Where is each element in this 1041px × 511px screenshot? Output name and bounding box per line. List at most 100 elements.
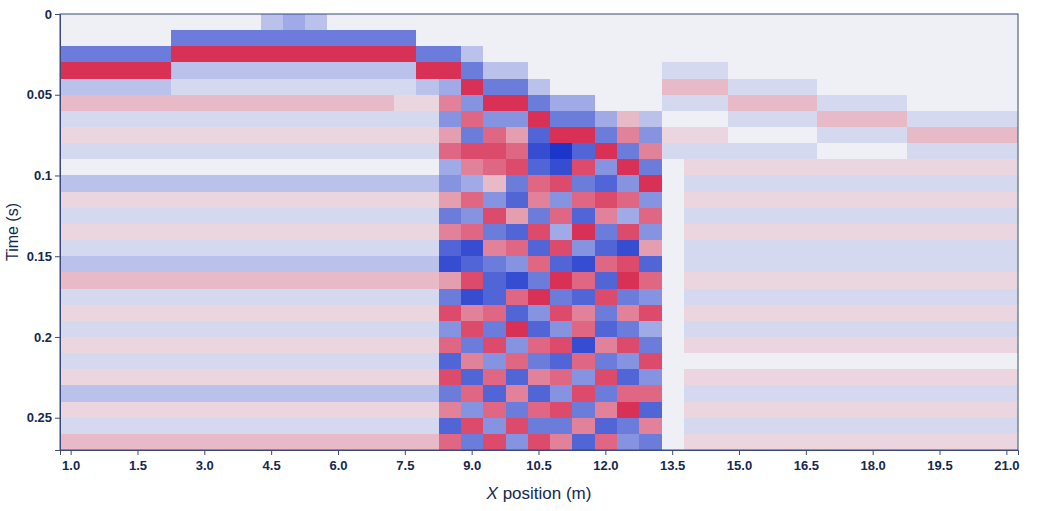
heatmap-cell [127,159,150,176]
heatmap-cell [439,434,462,450]
heatmap-cell [238,95,261,112]
heatmap-cell [60,240,83,257]
heatmap-cell [706,337,729,354]
x-tick: 21.0 [994,450,1019,473]
heatmap-cell [662,321,685,338]
heatmap-cell [149,240,172,257]
heatmap-cell [194,272,217,289]
heatmap-cell [171,385,194,402]
heatmap-cell [572,46,595,63]
heatmap-cell [394,434,417,450]
heatmap-cell [149,143,172,160]
heatmap-cell [684,143,707,160]
heatmap-cell [327,369,350,386]
heatmap-cell [528,62,551,79]
heatmap-cell [127,402,150,419]
heatmap-cell [283,305,306,322]
heatmap-cell [907,353,930,370]
heatmap-cell [684,385,707,402]
heatmap-cell [817,256,840,273]
plot-frame [60,14,1018,450]
heatmap-cell [840,30,863,47]
heatmap-cell [795,289,818,306]
heatmap-cell [461,240,484,257]
heatmap-cell [394,159,417,176]
heatmap-cell [639,434,662,450]
heatmap-cell [171,30,194,47]
heatmap-cell [528,289,551,306]
x-tick: 7.5 [396,450,414,473]
heatmap-cell [105,353,128,370]
heatmap-cell [105,95,128,112]
heatmap-cell [171,159,194,176]
heatmap-cell [572,305,595,322]
heatmap-cell [572,434,595,450]
heatmap-cell [862,434,885,450]
heatmap-cell [840,289,863,306]
heatmap-cell [149,369,172,386]
x-tick-label: 16.5 [794,458,819,473]
heatmap-cell [483,321,506,338]
heatmap-cell [728,159,751,176]
heatmap-cell [795,95,818,112]
heatmap-cell [127,305,150,322]
heatmap-cell [105,240,128,257]
y-tick-mark [55,256,60,257]
heatmap-cell [728,289,751,306]
heatmap-cell [840,111,863,128]
heatmap-cell [483,46,506,63]
heatmap-cell [483,289,506,306]
heatmap-cell [60,272,83,289]
heatmap-cell [706,385,729,402]
heatmap-cell [394,46,417,63]
heatmap-cell [372,418,395,435]
heatmap-cell [216,418,239,435]
heatmap-cell [684,272,707,289]
x-tick-label: 12.0 [593,458,618,473]
y-tick-label: 0.1 [34,168,52,183]
heatmap-cell [350,434,373,450]
heatmap-cell [216,289,239,306]
heatmap-cell [550,95,573,112]
heatmap-cell [82,385,105,402]
heatmap-cell [149,79,172,96]
heatmap-cell [706,272,729,289]
heatmap-cell [416,46,439,63]
heatmap-cell [216,272,239,289]
heatmap-cell [416,305,439,322]
heatmap-cell [461,256,484,273]
heatmap-cell [171,321,194,338]
heatmap-cell [171,208,194,225]
heatmap-cell [439,111,462,128]
heatmap-cell [662,159,685,176]
heatmap-cell [617,127,640,144]
heatmap-cell [595,321,618,338]
heatmap-cell [194,62,217,79]
y-tick-mark [55,337,60,338]
heatmap-cell [617,30,640,47]
heatmap-cell [82,289,105,306]
heatmap-cell [751,418,774,435]
heatmap-cell [884,95,907,112]
heatmap-cell [884,224,907,241]
heatmap-cell [372,240,395,257]
heatmap-cell [884,30,907,47]
heatmap-cell [550,111,573,128]
heatmap-cell [751,95,774,112]
heatmap-cell [261,337,284,354]
heatmap-cell [572,385,595,402]
heatmap-cell [528,305,551,322]
heatmap-cell [439,224,462,241]
heatmap-cell [973,369,996,386]
heatmap-cell [706,224,729,241]
heatmap-cell [60,159,83,176]
heatmap-cell [149,402,172,419]
heatmap-cell [261,175,284,192]
heatmap-cell [862,192,885,209]
heatmap-cell [528,337,551,354]
heatmap-cell [194,208,217,225]
heatmap-cell [862,256,885,273]
heatmap-cell [996,434,1018,450]
heatmap-cell [550,127,573,144]
heatmap-cell [617,46,640,63]
